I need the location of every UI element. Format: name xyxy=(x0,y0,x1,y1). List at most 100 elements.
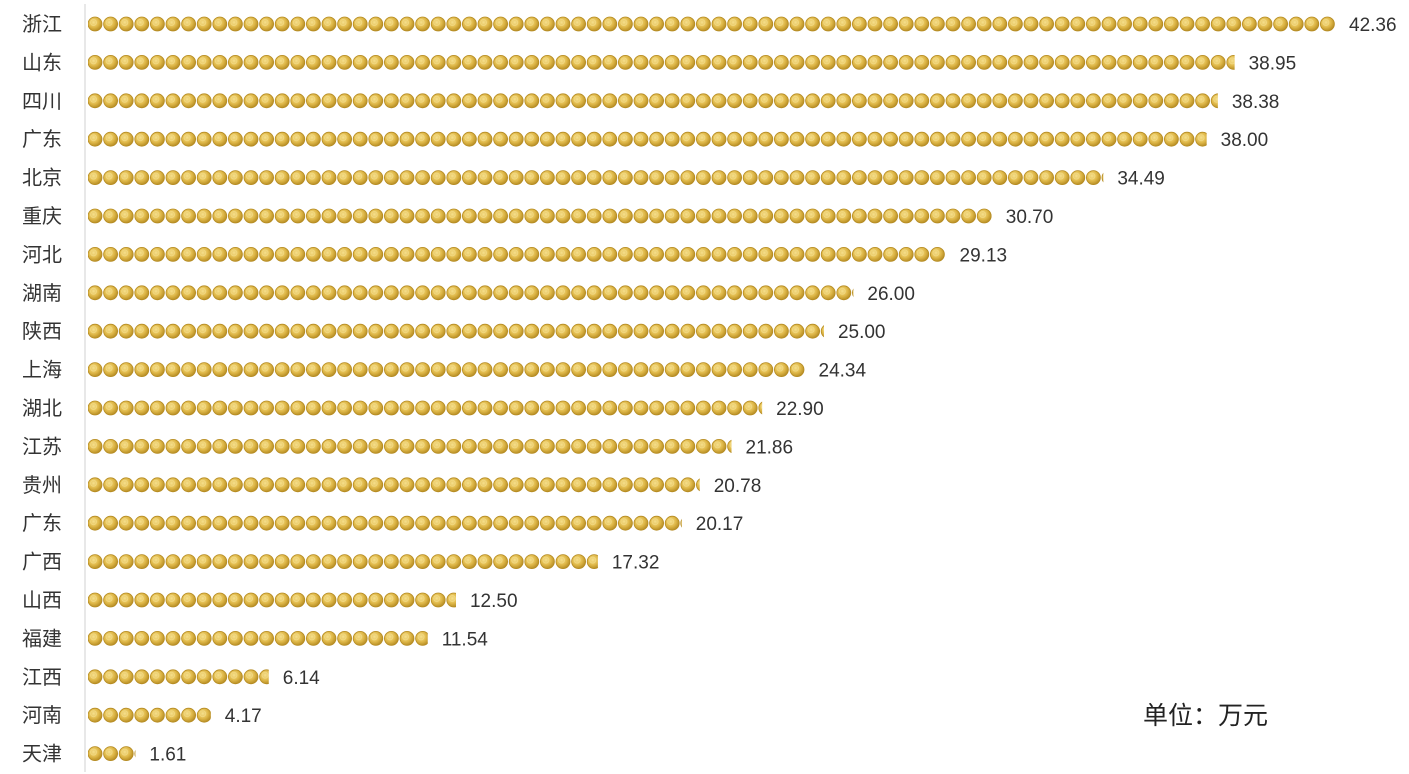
coin-mark xyxy=(555,400,571,416)
coin-mark xyxy=(477,208,493,224)
coin-highlight xyxy=(136,57,144,65)
coin-mark xyxy=(758,170,774,186)
coin-highlight xyxy=(105,287,113,295)
coin-mark xyxy=(227,515,243,531)
coin-highlight xyxy=(417,19,425,26)
coin-highlight xyxy=(854,249,862,257)
coin-highlight xyxy=(324,556,331,564)
coin-mark xyxy=(337,362,353,378)
coin-mark xyxy=(103,93,118,109)
coin-highlight xyxy=(199,403,207,410)
coin-mark xyxy=(664,246,680,262)
coin-mark xyxy=(992,93,1008,109)
coin-mark xyxy=(461,170,477,186)
coin-highlight xyxy=(230,326,238,334)
coin-highlight xyxy=(355,633,363,641)
coin-highlight xyxy=(168,633,175,641)
coin-highlight xyxy=(105,19,113,26)
coin-mark xyxy=(181,55,197,70)
coin-highlight xyxy=(901,134,909,142)
coin-mark xyxy=(212,170,228,186)
coin-highlight xyxy=(246,211,253,218)
coin-mark xyxy=(118,93,134,109)
coin-mark xyxy=(571,323,586,339)
coin-mark xyxy=(898,131,914,147)
coin-highlight xyxy=(90,633,97,641)
coin-highlight xyxy=(745,172,753,180)
coin-highlight xyxy=(355,287,363,295)
coin-mark xyxy=(446,477,462,493)
category-label: 贵州 xyxy=(22,473,62,497)
coin-mark xyxy=(602,55,618,70)
coin-highlight xyxy=(682,57,690,65)
coin-highlight xyxy=(464,172,472,180)
coin-highlight xyxy=(823,327,824,332)
coin-highlight xyxy=(214,57,222,65)
coin-highlight xyxy=(792,364,799,372)
coin-highlight xyxy=(370,95,378,103)
coin-mark xyxy=(1039,55,1054,70)
coin-mark xyxy=(555,131,571,147)
coin-mark xyxy=(1070,55,1086,70)
coin-mark xyxy=(243,592,259,608)
coin-highlight xyxy=(168,326,175,334)
coin-highlight xyxy=(651,326,659,334)
coin-highlight xyxy=(776,211,784,218)
coin-highlight xyxy=(480,479,487,487)
coin-mark xyxy=(352,362,368,378)
coin-mark xyxy=(337,554,353,569)
coin-mark xyxy=(883,170,898,186)
coin-highlight xyxy=(589,364,597,372)
coin-mark xyxy=(961,131,976,147)
coin-highlight xyxy=(183,211,191,218)
coin-mark xyxy=(383,285,399,301)
coin-mark xyxy=(149,16,165,32)
coin-mark xyxy=(774,16,789,32)
coin-highlight xyxy=(464,287,472,295)
coin-highlight xyxy=(402,249,409,257)
coin-mark xyxy=(540,170,555,186)
coin-highlight xyxy=(214,518,222,526)
coin-mark xyxy=(602,362,618,378)
coin-highlight xyxy=(870,249,877,257)
coin-highlight xyxy=(152,95,160,103)
bar xyxy=(88,515,682,531)
coin-mark xyxy=(680,16,696,32)
coin-highlight xyxy=(651,364,659,372)
coin-mark xyxy=(134,554,150,569)
coin-mark xyxy=(227,669,243,685)
coin-mark xyxy=(555,362,571,378)
bar xyxy=(88,93,1218,109)
coin-mark xyxy=(1008,131,1023,147)
coin-mark xyxy=(383,515,399,531)
coin-highlight xyxy=(855,288,861,294)
coin-mark xyxy=(165,93,181,109)
coin-mark xyxy=(103,669,118,685)
coin-highlight xyxy=(183,95,191,103)
coin-mark xyxy=(493,323,509,339)
coin-mark xyxy=(555,477,571,493)
coin-mark xyxy=(149,285,165,301)
coin-highlight xyxy=(448,479,456,487)
coin-mark xyxy=(383,208,399,224)
coin-highlight xyxy=(199,172,207,180)
category-label: 重庆 xyxy=(22,204,62,228)
coin-mark xyxy=(259,362,275,378)
coin-highlight xyxy=(807,326,815,334)
coin-mark xyxy=(664,16,680,32)
coin-mark xyxy=(1195,93,1210,109)
coin-mark xyxy=(196,323,212,339)
coin-highlight xyxy=(277,172,285,180)
value-label: 30.70 xyxy=(1006,207,1054,228)
coin-mark xyxy=(243,16,259,32)
coin-highlight xyxy=(714,403,721,410)
coin-mark xyxy=(477,55,493,70)
coin-highlight xyxy=(573,556,581,564)
coin-highlight xyxy=(168,479,175,487)
coin-mark xyxy=(633,515,649,531)
coin-highlight xyxy=(1104,95,1111,103)
coin-highlight xyxy=(121,172,129,180)
coin-highlight xyxy=(433,403,441,410)
coin-mark xyxy=(181,131,197,147)
coin-highlight xyxy=(636,479,643,487)
